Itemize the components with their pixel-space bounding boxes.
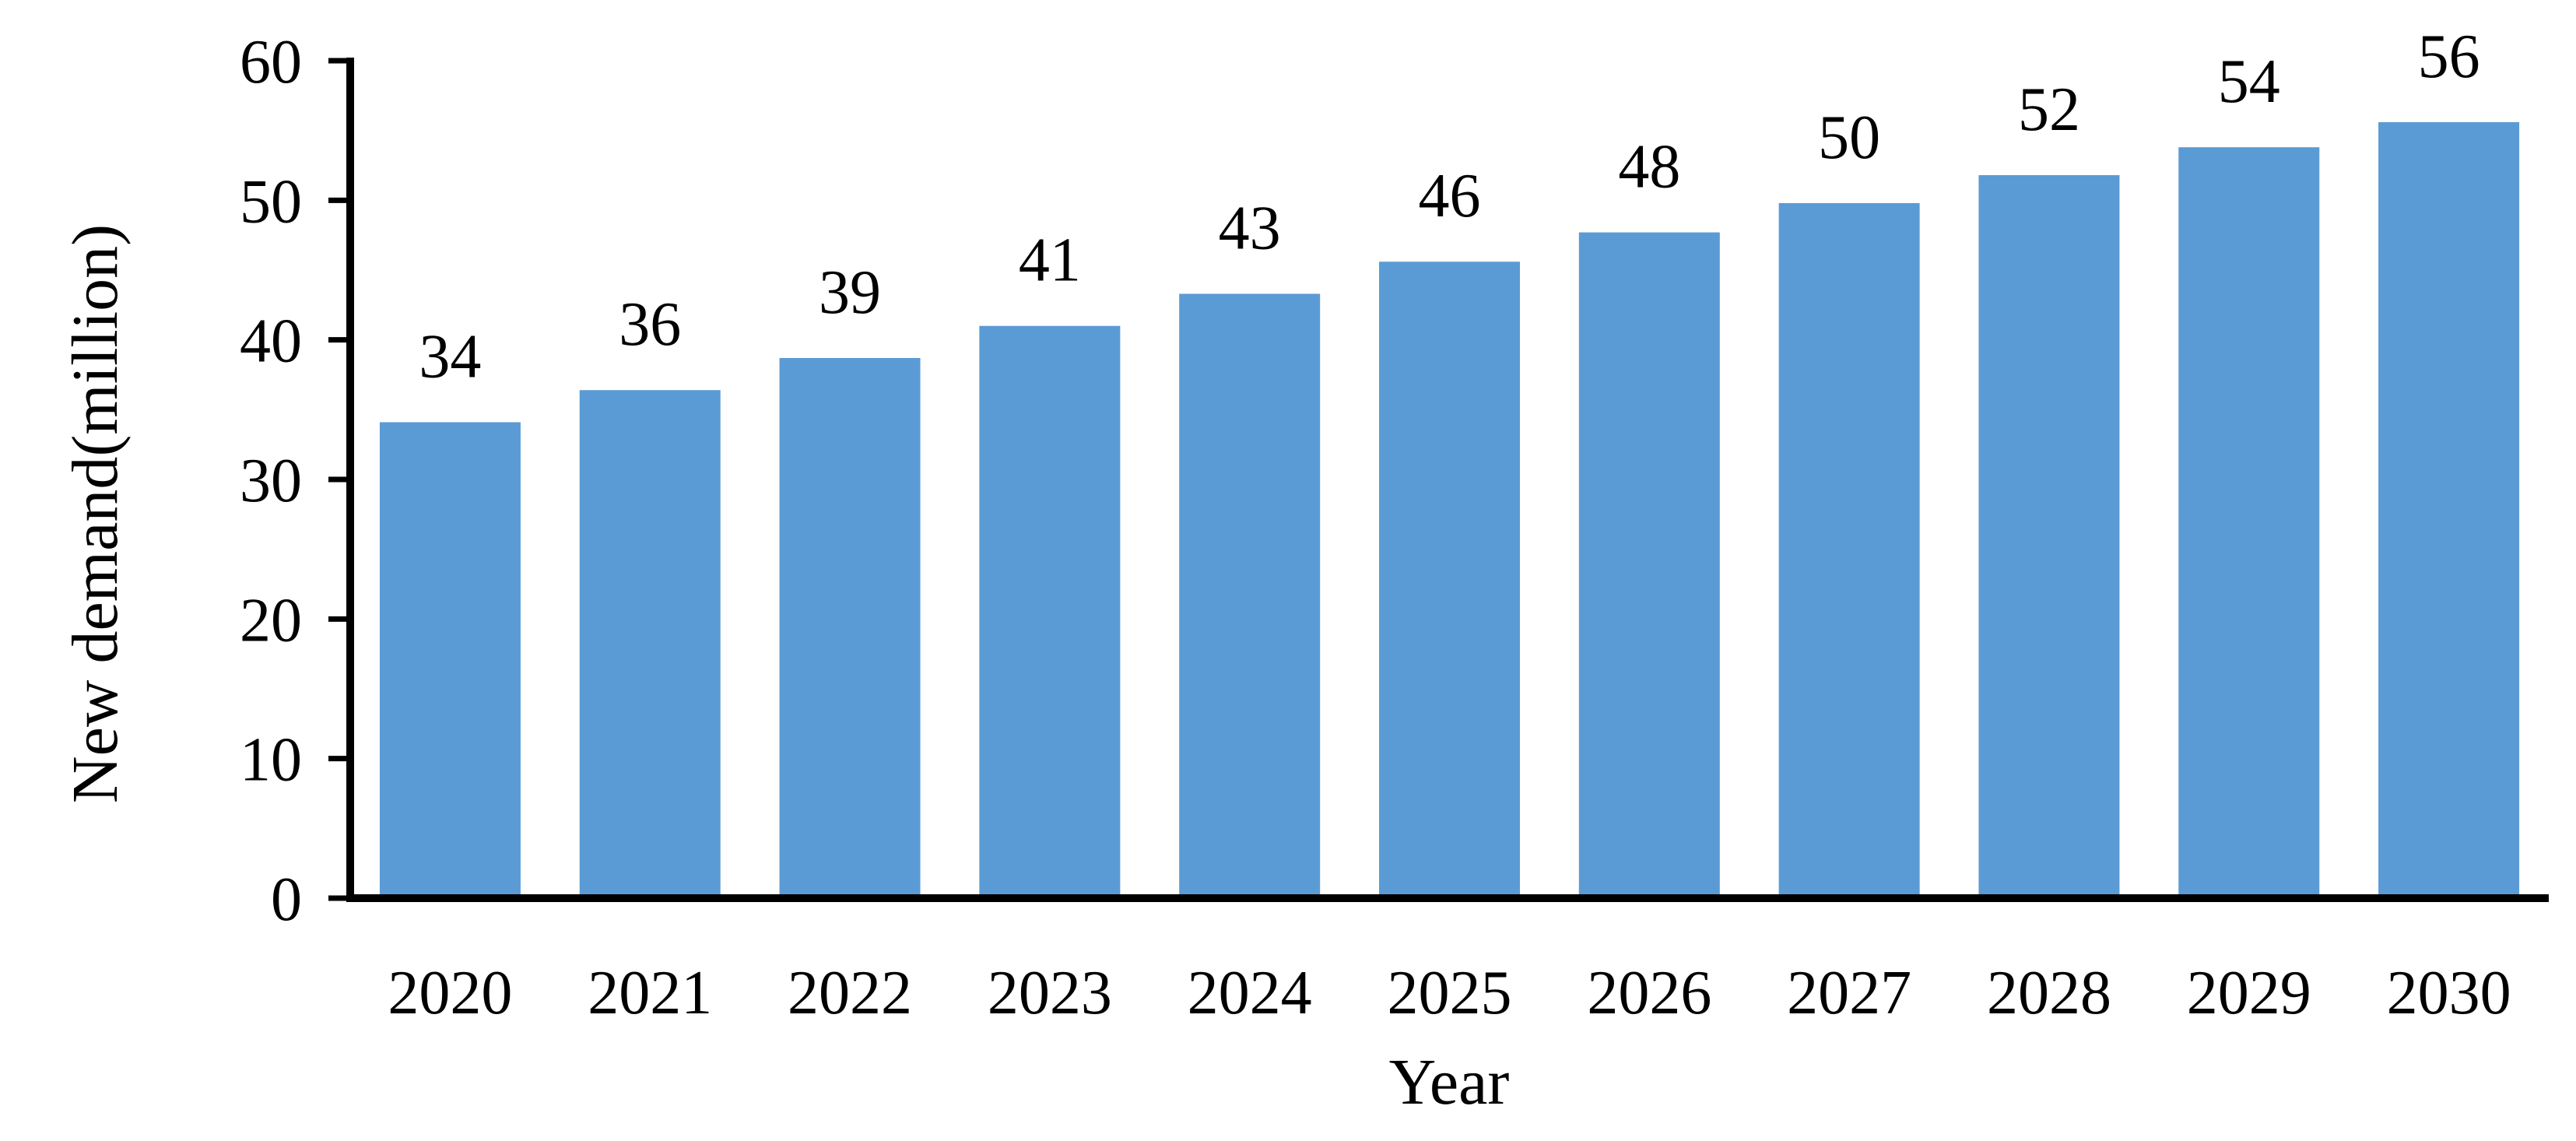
y-tick-label-10: 10	[240, 726, 302, 795]
x-tick-label-2030: 2030	[2387, 959, 2511, 1027]
bar-2029	[2178, 147, 2320, 899]
bar-value-label-2020: 34	[419, 322, 481, 391]
x-tick-label-2021: 2021	[588, 959, 712, 1027]
bar-2028	[1978, 175, 2120, 898]
x-tick-label-2022: 2022	[788, 959, 912, 1027]
bar-2021	[579, 390, 721, 898]
bar-value-label-2025: 46	[1419, 162, 1481, 230]
x-tick-label-2024: 2024	[1188, 959, 1312, 1027]
x-axis-title: Year	[1389, 1046, 1510, 1118]
bar-value-label-2021: 36	[619, 290, 681, 359]
x-tick-label-2028: 2028	[1987, 959, 2111, 1027]
bar-2023	[979, 325, 1121, 898]
bar-value-label-2030: 56	[2418, 23, 2480, 91]
x-tick-label-2023: 2023	[988, 959, 1112, 1027]
x-tick-label-2025: 2025	[1388, 959, 1512, 1027]
y-tick-label-50: 50	[240, 167, 302, 236]
y-tick-label-40: 40	[240, 307, 302, 376]
x-tick-label-2020: 2020	[388, 959, 512, 1027]
y-tick-label-0: 0	[271, 865, 302, 934]
bar-value-label-2027: 50	[1818, 104, 1880, 172]
bar-2020	[379, 422, 521, 898]
y-tick-label-20: 20	[240, 586, 302, 655]
bar-value-label-2028: 52	[2018, 75, 2080, 144]
bar-2027	[1778, 202, 1920, 898]
y-tick-label-60: 60	[240, 28, 302, 97]
y-axis-title: New demand(million)	[59, 224, 132, 803]
x-tick-label-2026: 2026	[1587, 959, 1711, 1027]
bar-value-label-2024: 43	[1219, 194, 1281, 262]
bar-2022	[779, 357, 921, 899]
bar-2030	[2378, 121, 2520, 898]
x-tick-label-2029: 2029	[2187, 959, 2311, 1027]
bar-2024	[1179, 293, 1321, 898]
y-tick-label-30: 30	[240, 447, 302, 515]
bar-value-label-2026: 48	[1618, 133, 1680, 202]
bar-2026	[1578, 232, 1720, 899]
bar-value-label-2023: 41	[1019, 226, 1081, 295]
x-tick-label-2027: 2027	[1787, 959, 1911, 1027]
bar-value-label-2029: 54	[2218, 47, 2280, 116]
bar-2025	[1379, 262, 1520, 898]
bar-value-label-2022: 39	[819, 258, 881, 327]
